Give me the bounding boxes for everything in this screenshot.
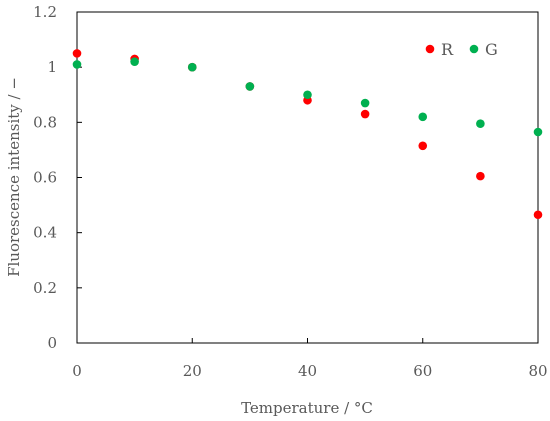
point-g xyxy=(130,57,139,66)
x-tick-label: 0 xyxy=(72,362,82,380)
legend-marker-g xyxy=(469,44,479,54)
x-tick-label: 20 xyxy=(183,362,202,380)
point-r xyxy=(476,171,485,181)
y-tick-label: 1.2 xyxy=(33,3,57,21)
y-tick-label: 0.8 xyxy=(33,113,57,131)
y-axis-title: Fluorescence intensity / − xyxy=(5,77,23,277)
data-points xyxy=(72,49,543,220)
x-axis-title: Temperature / °C xyxy=(241,399,373,417)
point-g xyxy=(187,62,197,72)
point-r xyxy=(418,141,428,151)
plot-area xyxy=(76,11,539,344)
point-r xyxy=(360,109,370,119)
legend-label-r: R xyxy=(441,40,454,59)
y-tick-label: 0.2 xyxy=(33,279,57,297)
x-tick-label: 40 xyxy=(298,362,317,380)
y-tick-label: 1 xyxy=(47,58,57,76)
y-tick-label: 0.6 xyxy=(33,169,57,187)
y-tick-label: 0 xyxy=(47,334,57,352)
point-g xyxy=(533,127,543,137)
point-r xyxy=(533,210,543,220)
point-g xyxy=(360,98,370,108)
x-tick-label: 80 xyxy=(528,362,547,380)
x-tick-label: 60 xyxy=(413,362,432,380)
point-g xyxy=(303,90,312,100)
point-r xyxy=(72,49,82,58)
legend-label-g: G xyxy=(485,40,498,59)
point-g xyxy=(476,119,485,129)
point-g xyxy=(418,112,428,122)
y-tick-label: 0.4 xyxy=(33,224,57,242)
legend-marker-r xyxy=(425,44,435,54)
x-axis-ticks: 0 20 40 60 80 xyxy=(72,338,548,380)
point-g xyxy=(72,60,82,69)
point-g xyxy=(245,82,255,91)
